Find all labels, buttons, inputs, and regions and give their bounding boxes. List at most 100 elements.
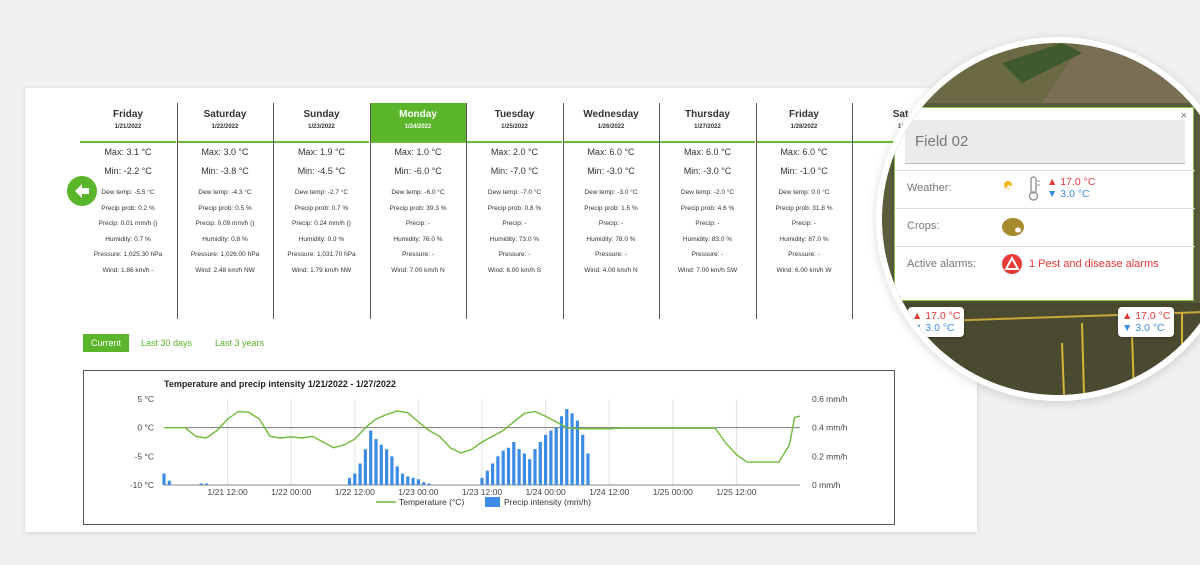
detail-pressure: Pressure: 1,026.00 hPa <box>190 251 260 259</box>
detail-pressure: Pressure: - <box>595 251 627 259</box>
tab-last-30-days[interactable]: Last 30 days <box>141 338 193 348</box>
x-tick-label: 1/23 12:00 <box>462 487 502 497</box>
mini-right-max: ▲ 17.0 °C <box>1122 310 1171 322</box>
map-zoom-circle: ▲ 17.0 °C ▼ 3.0 °C ▲ 17.0 °C ▼ 3.0 °C × … <box>876 37 1200 401</box>
day-date: 1/25/2022 <box>501 124 528 130</box>
x-tick-label: 1/22 00:00 <box>271 487 311 497</box>
y-left-tick: 5 °C <box>137 394 154 404</box>
alarms-link[interactable]: 1 Pest and disease alarms <box>1029 258 1159 270</box>
precip-bar <box>491 463 495 485</box>
day-name: Saturday <box>203 109 247 120</box>
precip-bar <box>533 449 537 485</box>
legend-precip: Precip intensity (mm/h) <box>504 497 591 507</box>
weather-forecast-panel: Friday 1/21/2022 Max: 3.1 °C Min: -2.2 °C De… <box>25 88 977 532</box>
detail-humidity: Humidity: 0.7 % <box>105 235 151 243</box>
crop-icon <box>1001 216 1025 243</box>
precip-bar <box>501 450 505 485</box>
detail-precip-prob: Precip prob: 0.2 % <box>101 204 155 212</box>
precip-bar <box>204 483 208 485</box>
forecast-day[interactable]: Monday 1/24/2022 Max: 1.0 °C Min: -6.0 °C De… <box>369 103 466 319</box>
x-tick-label: 1/25 00:00 <box>653 487 693 497</box>
detail-precip-prob: Precip prob: 0.7 % <box>294 204 349 212</box>
forecast-day[interactable]: Friday 1/28/2022 Max: 6.0 °C Min: -1.0 °C De… <box>755 103 852 319</box>
detail-wind: Wind: 6.00 km/h W <box>776 266 832 274</box>
day-name: Thursday <box>684 109 730 120</box>
max-temp: Max: 1.0 °C <box>394 147 442 157</box>
x-tick-label: 1/23 00:00 <box>398 487 438 497</box>
weather-label: Weather: <box>907 182 952 194</box>
forecast-day[interactable]: Wednesday 1/26/2022 Max: 6.0 °C Min: -3.0 °… <box>562 103 659 319</box>
precip-bar <box>400 473 405 485</box>
precip-bar <box>390 456 394 485</box>
precip-bar <box>480 477 484 485</box>
forecast-day[interactable]: Thursday 1/27/2022 Max: 6.0 °C Min: -3.0 °C… <box>659 103 755 319</box>
detail-wind: Wind: 7.00 km/h N <box>391 266 445 274</box>
detail-wind: Wind: 1.86 km/h - <box>102 266 154 274</box>
partly-sunny-icon <box>1001 178 1017 197</box>
detail-humidity: Humidity: 0.9 % <box>298 235 345 243</box>
detail-precip-prob: Precip prob: 1.5 % <box>584 204 638 212</box>
day-name: Friday <box>112 109 143 120</box>
detail-precip: Precip: 0.01 mm/h () <box>98 220 158 228</box>
min-temp: Min: -3.0 °C <box>587 166 635 176</box>
detail-precip: Precip: - <box>791 220 817 228</box>
previous-days-button[interactable] <box>67 176 97 206</box>
y-left-tick: -10 °C <box>130 480 154 490</box>
crops-label: Crops: <box>907 220 940 232</box>
precip-bar <box>554 427 558 485</box>
field-popup: × Field 02 Weather: ▲ 17.0 °C ▼ 3.0 °C C… <box>894 107 1195 301</box>
max-temp: Max: 3.0 °C <box>201 147 249 157</box>
detail-dew: Dew temp: -2.7 °C <box>294 189 349 196</box>
day-date: 1/27/2022 <box>694 124 721 130</box>
forecast-day[interactable]: Tuesday 1/25/2022 Max: 2.0 °C Min: -7.0 °C D… <box>466 103 562 319</box>
day-date: 1/28/2022 <box>790 124 818 130</box>
day-header: Tuesday 1/25/2022 <box>467 103 562 143</box>
map-field-card-left[interactable]: ▲ 17.0 °C ▼ 3.0 °C <box>908 307 965 337</box>
y-right-tick: 0.4 mm/h <box>812 423 848 433</box>
detail-precip-prob: Precip prob: 4.6 % <box>680 204 735 212</box>
detail-wind: Wind: 2.48 km/h NW <box>195 266 255 274</box>
mini-right-min: ▼ 3.0 °C <box>1122 322 1165 334</box>
precip-bar <box>369 430 373 485</box>
detail-dew: Dew temp: 0.0 °C <box>778 189 830 196</box>
chart-title: Temperature and precip intensity 1/21/20… <box>164 379 396 389</box>
detail-precip: Precip: - <box>405 220 431 228</box>
x-tick-label: 1/22 12:00 <box>335 487 375 497</box>
forecast-day[interactable]: Sunday 1/23/2022 Max: 1.9 °C Min: -4.5 °C De… <box>273 103 369 319</box>
precip-bar <box>427 483 431 485</box>
min-temp: Min: -7.0 °C <box>490 166 539 176</box>
detail-pressure: Pressure: - <box>788 251 820 259</box>
y-left-tick: -5 °C <box>135 451 154 461</box>
forecast-day[interactable]: Saturday 1/22/2022 Max: 3.0 °C Min: -3.8 °C… <box>176 103 273 319</box>
precip-bar <box>506 447 511 485</box>
legend-temperature: Temperature (°C) <box>399 497 464 507</box>
precip-bar <box>395 466 399 485</box>
tab-current[interactable]: Current <box>83 334 130 352</box>
close-icon[interactable]: × <box>1180 110 1187 122</box>
chart-canvas: Temperature and precip intensity 1/21/20… <box>130 379 848 507</box>
x-tick-label: 1/21 12:00 <box>208 487 248 497</box>
precip-bar <box>353 473 357 485</box>
day-header: Friday 1/21/2022 <box>80 103 176 143</box>
max-temp: Max: 6.0 °C <box>587 147 635 157</box>
y-right-tick: 0.6 mm/h <box>812 394 848 404</box>
weather-max: ▲ 17.0 °C <box>1047 176 1096 188</box>
precip-bar <box>570 413 574 485</box>
day-header: Sunday 1/23/2022 <box>274 103 369 143</box>
detail-pressure: Pressure: 1,031.70 hPa <box>287 251 356 259</box>
forecast-day[interactable]: Friday 1/21/2022 Max: 3.1 °C Min: -2.2 °C De… <box>80 103 176 319</box>
detail-precip: Precip: 0.09 mm/h () <box>195 220 255 228</box>
x-tick-label: 1/24 00:00 <box>526 487 566 497</box>
precip-bar <box>565 409 569 485</box>
satellite-map[interactable]: ▲ 17.0 °C ▼ 3.0 °C ▲ 17.0 °C ▼ 3.0 °C × … <box>882 43 1200 395</box>
precip-bar <box>512 442 516 485</box>
precip-bar <box>485 470 489 485</box>
min-temp: Min: -3.0 °C <box>683 166 732 176</box>
min-temp: Min: -3.8 °C <box>201 166 249 176</box>
map-field-card-right[interactable]: ▲ 17.0 °C ▼ 3.0 °C <box>1118 307 1175 337</box>
precip-bar <box>167 480 171 485</box>
day-header: Wednesday 1/26/2022 <box>563 103 659 143</box>
detail-pressure: Pressure: - <box>402 251 434 259</box>
tab-last-3-years[interactable]: Last 3 years <box>215 338 265 348</box>
precip-bar <box>517 449 521 485</box>
